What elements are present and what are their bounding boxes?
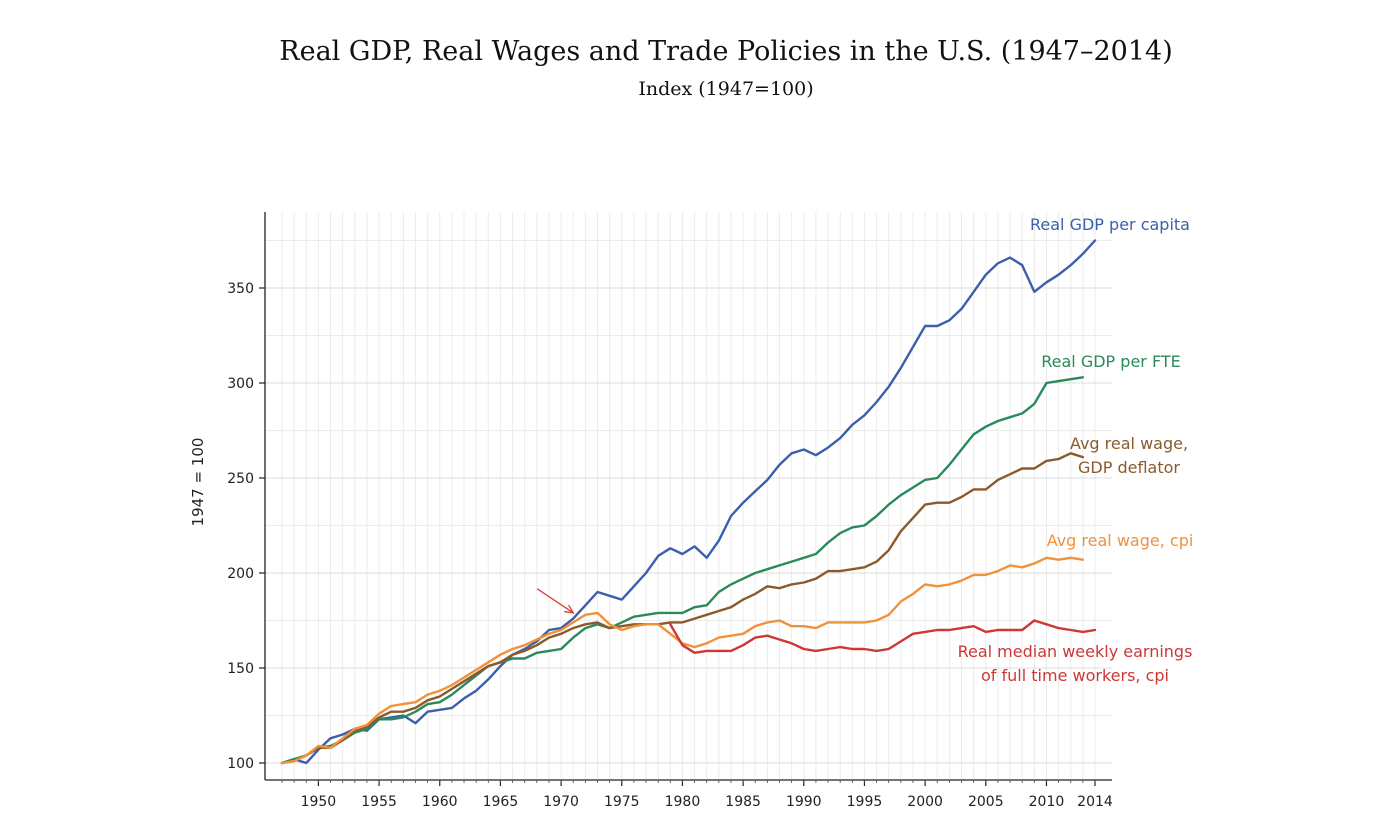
series-labels: Real GDP per capita Real GDP per FTE Avg r… [958,215,1194,685]
x-tick-label: 1975 [604,794,640,810]
series-label-4: Avg real wage, cpi [1047,531,1194,550]
grid [265,212,1112,780]
x-tick-label: 1980 [665,794,701,810]
series-label-1: Real GDP per capita [1030,215,1190,234]
series-label-line: Avg real wage, [1070,434,1188,453]
x-tick-label: 1955 [361,794,397,810]
annotation-arrow-shaft [536,588,574,614]
y-axis-label: 1947 = 100 [189,438,207,527]
series-label-2: Real GDP per FTE [1041,352,1181,371]
x-tick-label: 1985 [725,794,761,810]
x-tick-label: 1995 [847,794,883,810]
x-tick-label: 1950 [301,794,337,810]
x-tick-label: 2010 [1029,794,1065,810]
series-line-3 [280,452,1085,765]
x-tick-label: 2014 [1077,794,1113,810]
series-line-2 [280,376,1085,765]
annotations [536,588,575,614]
series-line-5 [669,619,1097,654]
chart-subtitle: Index (1947=100) [638,78,814,100]
x-tick-label: 1990 [786,794,822,810]
y-tick-label: 350 [227,281,254,297]
x-tick-label: 1960 [422,794,458,810]
series-label-line: Real GDP per FTE [1041,352,1181,371]
series-label-3: Avg real wage, GDP deflator [1070,434,1188,477]
x-tick-label: 2000 [907,794,943,810]
series-line-1 [280,239,1097,765]
tick-labels: 100 150 200 250 300 350 1950 1955 1960 1965 1970 19… [227,281,1113,810]
series-label-line: of full time workers, cpi [981,666,1169,685]
series-label-line: Real GDP per capita [1030,215,1190,234]
series-label-line: Avg real wage, cpi [1047,531,1194,550]
x-tick-label: 2005 [968,794,1004,810]
series-label-line: GDP deflator [1078,458,1180,477]
annotation-arrow-head [564,604,575,614]
series-lines [280,239,1097,765]
y-tick-label: 200 [227,566,254,582]
y-tick-label: 300 [227,376,254,392]
y-tick-label: 150 [227,661,254,677]
y-tick-label: 250 [227,471,254,487]
axes [259,212,1112,786]
y-tick-label: 100 [227,756,254,772]
x-tick-label: 1965 [483,794,519,810]
chart-title: Real GDP, Real Wages and Trade Policies … [279,36,1173,67]
series-label-line: Real median weekly earnings [958,642,1193,661]
x-tick-label: 1970 [543,794,579,810]
series-label-5: Real median weekly earnings of full time … [958,642,1193,685]
